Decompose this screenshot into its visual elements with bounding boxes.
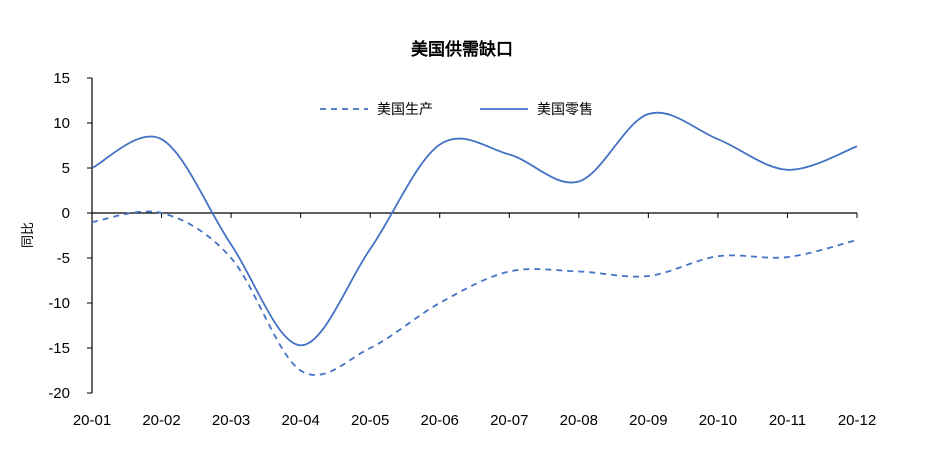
legend-label: 美国生产	[377, 102, 433, 118]
x-tick-label: 20-03	[212, 412, 250, 429]
series-line-us-retail	[91, 111, 858, 347]
x-tick-label: 20-10	[699, 412, 737, 429]
chart-title: 美国供需缺口	[411, 39, 513, 60]
y-tick-label: 15	[53, 70, 70, 87]
y-ticks: 15 10 5 0 -5 -10 -15 -20	[48, 70, 92, 402]
y-tick-label: -5	[57, 250, 70, 267]
y-tick-label: -20	[48, 385, 70, 402]
y-tick-label: 5	[62, 160, 70, 177]
series-line-us-production	[91, 210, 858, 376]
x-tick-label: 20-04	[281, 412, 319, 429]
y-axis-label: 同比	[21, 222, 36, 248]
legend: 美国生产 美国零售	[320, 102, 593, 118]
x-tick-label: 20-01	[73, 412, 111, 429]
y-tick-label: 10	[53, 115, 70, 132]
x-ticks: 20-01 20-02 20-03 20-04 20-05 20-06 20-07 20-08…	[73, 213, 876, 429]
y-tick-label: -10	[48, 295, 70, 312]
x-tick-label: 20-12	[838, 412, 876, 429]
x-tick-label: 20-02	[142, 412, 180, 429]
x-tick-label: 20-08	[560, 412, 598, 429]
y-tick-label: 0	[62, 205, 70, 222]
x-tick-label: 20-09	[629, 412, 667, 429]
y-tick-label: -15	[48, 340, 70, 357]
legend-label: 美国零售	[537, 102, 593, 118]
x-tick-label: 20-06	[421, 412, 459, 429]
x-tick-label: 20-05	[351, 412, 389, 429]
x-tick-label: 20-11	[769, 412, 806, 429]
x-tick-label: 20-07	[490, 412, 528, 429]
series-group	[91, 111, 858, 376]
